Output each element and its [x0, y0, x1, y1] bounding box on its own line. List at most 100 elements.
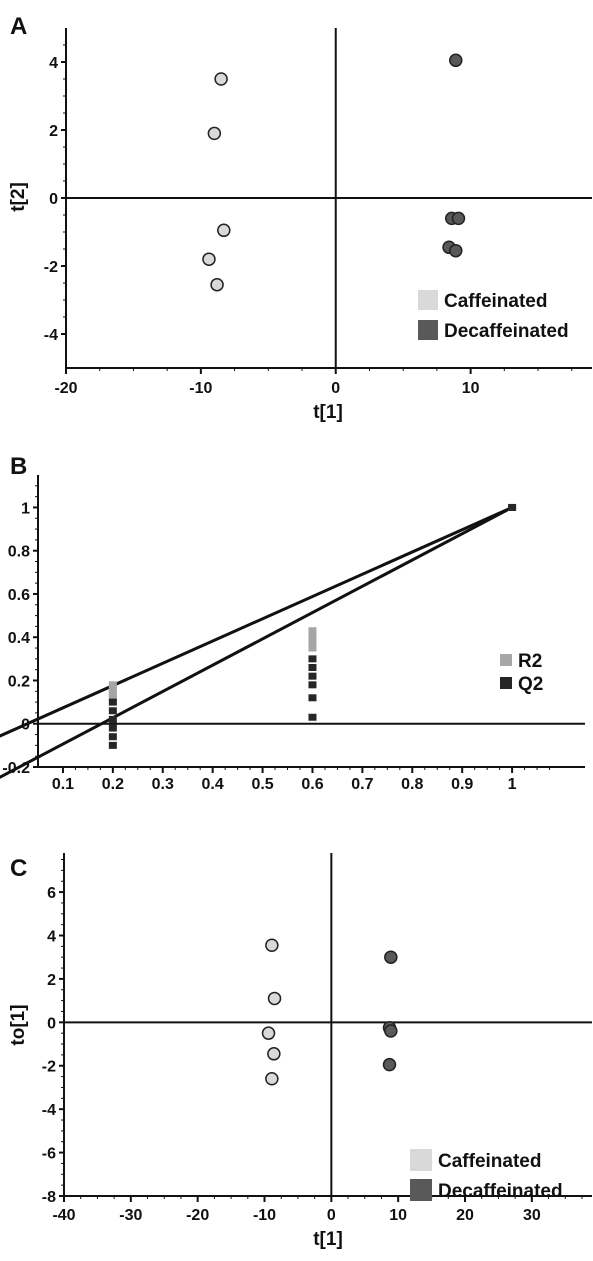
legend-label-caffeinated: Caffeinated — [438, 1151, 541, 1172]
legend-label-decaffeinated: Decaffeinated — [438, 1181, 563, 1202]
point-r2 — [308, 640, 317, 648]
y-tick-label: 0 — [49, 191, 58, 208]
legend-swatch-caffeinated — [410, 1149, 432, 1171]
y-tick-label: -6 — [42, 1146, 56, 1163]
point-q2 — [308, 694, 317, 702]
point-q2 — [108, 733, 117, 741]
point-caffeinated — [265, 938, 279, 953]
regression-line-r2 — [0, 506, 513, 738]
point-decaffeinated — [449, 243, 463, 258]
point-q2 — [108, 707, 117, 715]
point-caffeinated — [267, 991, 282, 1006]
point-q2 — [308, 713, 317, 721]
point-r2 — [308, 631, 317, 639]
point-caffeinated — [202, 252, 216, 266]
legend-swatch-caffeinated — [418, 290, 438, 310]
point-r2 — [108, 681, 117, 689]
y-tick-label: -2 — [44, 259, 58, 276]
y-tick-label: 2 — [47, 972, 56, 989]
point-r2 — [108, 689, 117, 697]
y-tick-label: -2 — [42, 1059, 56, 1076]
legend-swatch-q2 — [500, 677, 512, 689]
x-axis-label: t[1] — [313, 402, 343, 423]
regression-line-q2 — [0, 506, 513, 779]
point-r2 — [108, 694, 117, 702]
point-r2 — [108, 685, 117, 693]
x-tick-label: 0 — [331, 380, 340, 397]
point-caffeinated — [214, 72, 228, 86]
legend-label-r2: R2 — [518, 651, 542, 672]
point-decaffeinated — [382, 1057, 397, 1072]
panel-b: B-0.200.20.40.60.810.10.20.30.40.50.60.7… — [0, 453, 585, 793]
x-tick-label: -20 — [54, 380, 77, 397]
legend-swatch-decaffeinated — [410, 1179, 432, 1201]
y-tick-label: 1 — [21, 500, 30, 517]
y-tick-label: 0 — [47, 1015, 56, 1032]
point-decaffeinated — [451, 211, 466, 226]
y-tick-label: -4 — [42, 1102, 56, 1119]
legend-label-caffeinated: Caffeinated — [444, 291, 547, 312]
point-q2 — [108, 715, 117, 723]
point-q2 — [108, 741, 117, 749]
legend-swatch-r2 — [500, 654, 512, 666]
y-axis-label: t[2] — [8, 182, 29, 212]
x-tick-label: 10 — [389, 1207, 407, 1224]
point-caffeinated — [261, 1026, 276, 1040]
point-r2 — [308, 635, 317, 643]
point-r2 — [308, 644, 317, 652]
y-tick-label: 4 — [49, 55, 58, 72]
y-tick-label: 0.6 — [8, 587, 30, 604]
point-caffeinated — [217, 223, 231, 238]
y-axis-label: to[1] — [8, 1004, 29, 1045]
y-tick-label: -8 — [42, 1189, 56, 1206]
point-q2 — [308, 664, 317, 672]
panel-label: B — [10, 453, 27, 480]
point-decaffeinated — [384, 1024, 398, 1038]
point-q2 — [108, 698, 117, 706]
y-tick-label: 6 — [47, 885, 56, 902]
x-tick-label: 0.9 — [451, 776, 473, 793]
y-tick-label: 2 — [49, 123, 58, 140]
point-caffeinated — [210, 277, 224, 292]
x-tick-label: 0.1 — [52, 776, 74, 793]
y-tick-label: -4 — [44, 327, 58, 344]
x-tick-label: 0.3 — [152, 776, 174, 793]
x-tick-label: -10 — [253, 1207, 276, 1224]
x-tick-label: 0.6 — [301, 776, 323, 793]
x-tick-label: 0.7 — [351, 776, 373, 793]
panel-label: A — [10, 13, 27, 40]
x-tick-label: 20 — [456, 1207, 474, 1224]
y-tick-label: 0.4 — [8, 630, 30, 647]
y-tick-label: 0.8 — [8, 544, 30, 561]
x-tick-label: 0.2 — [102, 776, 124, 793]
panel-label: C — [10, 855, 27, 882]
x-tick-label: -30 — [119, 1207, 142, 1224]
point-r2 — [308, 627, 317, 635]
x-tick-label: 1 — [508, 776, 517, 793]
legend-label-decaffeinated: Decaffeinated — [444, 321, 569, 342]
y-tick-label: 4 — [47, 928, 56, 945]
x-tick-label: 30 — [523, 1207, 541, 1224]
x-tick-label: 0 — [327, 1207, 336, 1224]
x-tick-label: 0.8 — [401, 776, 423, 793]
x-tick-label: -20 — [186, 1207, 209, 1224]
point-q2 — [308, 672, 317, 680]
x-tick-label: 10 — [462, 380, 480, 397]
point-caffeinated — [267, 1047, 281, 1061]
point-q2 — [308, 681, 317, 689]
legend-label-q2: Q2 — [518, 674, 543, 695]
y-tick-label: 0.2 — [8, 673, 30, 690]
point-decaffeinated — [449, 53, 463, 68]
point-q2 — [308, 655, 317, 663]
x-axis-label: t[1] — [313, 1229, 343, 1250]
point-decaffeinated — [384, 950, 398, 964]
x-tick-label: 0.4 — [202, 776, 224, 793]
x-tick-label: 0.5 — [251, 776, 273, 793]
x-tick-label: -40 — [52, 1207, 75, 1224]
point-caffeinated — [265, 1072, 279, 1086]
point-caffeinated — [207, 126, 222, 141]
legend-swatch-decaffeinated — [418, 320, 438, 340]
